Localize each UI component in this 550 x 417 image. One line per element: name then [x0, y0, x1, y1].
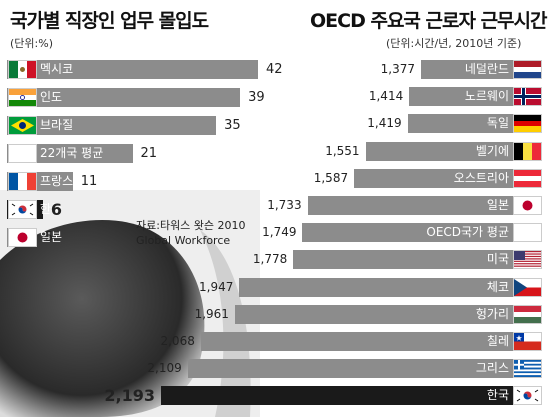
right-bar-label: 헝가리	[475, 307, 509, 321]
right-bar-value: 1,961	[194, 307, 229, 321]
right-bar-label: 미국	[486, 252, 509, 266]
left-brazil-flag	[8, 116, 37, 135]
right-korea-flag	[513, 386, 542, 405]
right-bar-label: 체코	[486, 280, 509, 294]
left-bar-label: 브라질	[40, 118, 74, 132]
source-note: 자료:타워스 왓슨 2010 Global Workforce	[136, 218, 246, 248]
left-bar-label: 일본	[40, 230, 63, 244]
right-chart-title: OECD 주요국 근로자 근무시간	[310, 10, 547, 32]
right-bar-value: 1,733	[267, 198, 302, 212]
right-bar	[161, 386, 541, 405]
right-chart-unit: (단위:시간/년, 2010년 기준)	[386, 37, 522, 50]
source-line-2: Global Workforce	[136, 234, 231, 247]
right-blank-flag	[513, 223, 542, 242]
right-bar-label: 독일	[486, 116, 509, 130]
left-bar	[7, 116, 217, 135]
left-bar-value: 42	[266, 62, 283, 77]
right-norway-flag	[513, 87, 542, 106]
left-india-flag	[8, 88, 37, 107]
right-greece-flag	[513, 359, 542, 378]
right-bar	[293, 250, 541, 269]
right-bar-value: 1,551	[325, 144, 360, 158]
left-bar	[7, 60, 258, 79]
right-bar-value: 1,587	[313, 171, 349, 185]
right-bar-value: 1,778	[252, 252, 288, 266]
left-bar-label: 멕시코	[40, 62, 74, 76]
left-chart-title: 국가별 직장인 업무 몰입도	[10, 10, 209, 32]
right-austria-flag	[513, 169, 542, 188]
right-bar-label: 네덜란드	[464, 62, 509, 76]
right-germany-flag	[513, 114, 542, 133]
left-bar-value: 21	[140, 146, 158, 161]
right-hungary-flag	[513, 305, 542, 324]
right-bar	[421, 60, 541, 79]
right-bar	[239, 278, 541, 297]
source-line-1: 자료:타워스 왓슨 2010	[136, 219, 246, 232]
left-bar	[7, 88, 241, 107]
left-japan-flag	[8, 228, 37, 247]
right-bar-value: 2,068	[160, 334, 195, 348]
right-bar-label: 칠레	[486, 334, 509, 348]
right-bar-label: 노르웨이	[464, 89, 509, 103]
left-bar-value: 6	[50, 200, 62, 219]
right-bar-label: 일본	[486, 198, 509, 212]
right-bar-value: 2,109	[147, 361, 182, 375]
left-bar-label: 인도	[40, 90, 63, 104]
right-bar-value: 1,749	[262, 225, 297, 239]
right-bar-label: 그리스	[475, 361, 509, 375]
right-czech-flag	[513, 278, 542, 297]
right-bar	[234, 305, 541, 324]
left-bar-value: 39	[248, 90, 265, 105]
right-bar	[365, 142, 541, 161]
left-bar-value: 5	[44, 230, 54, 245]
right-bar-value: 2,193	[104, 386, 155, 405]
left-blank-flag	[8, 144, 37, 163]
left-korea-flag	[8, 200, 37, 219]
right-bar-value: 1,377	[380, 62, 415, 76]
right-bar	[200, 332, 541, 351]
left-bar-value: 35	[224, 118, 241, 133]
right-bar	[407, 114, 541, 133]
right-bar	[307, 196, 541, 215]
right-netherlands-flag	[513, 60, 542, 79]
right-bar-label: 오스트리아	[453, 171, 509, 185]
left-bar-label: 22개국 평균	[40, 146, 104, 160]
right-bar-value: 1,947	[199, 280, 234, 294]
right-bar-label: 벨기에	[475, 144, 509, 158]
right-usa-flag	[513, 250, 542, 269]
right-bar	[354, 169, 541, 188]
right-belgium-flag	[513, 142, 542, 161]
left-bar-label: 프랑스	[40, 174, 74, 188]
left-bar-value: 11	[80, 174, 98, 189]
right-bar-label: 한국	[486, 388, 509, 402]
left-bar	[7, 144, 133, 163]
left-france-flag	[8, 172, 37, 191]
right-bar	[409, 87, 541, 106]
left-mexico-flag	[8, 60, 37, 79]
right-japan-flag	[513, 196, 542, 215]
right-bar-label: OECD국가 평균	[426, 225, 509, 239]
right-bar-value: 1,419	[367, 116, 402, 130]
right-bar	[187, 359, 541, 378]
right-bar	[302, 223, 541, 242]
left-bar-label: 한국	[40, 202, 63, 216]
left-chart-unit: (단위:%)	[10, 37, 53, 50]
right-chile-flag	[513, 332, 542, 351]
right-bar-value: 1,414	[368, 89, 404, 103]
